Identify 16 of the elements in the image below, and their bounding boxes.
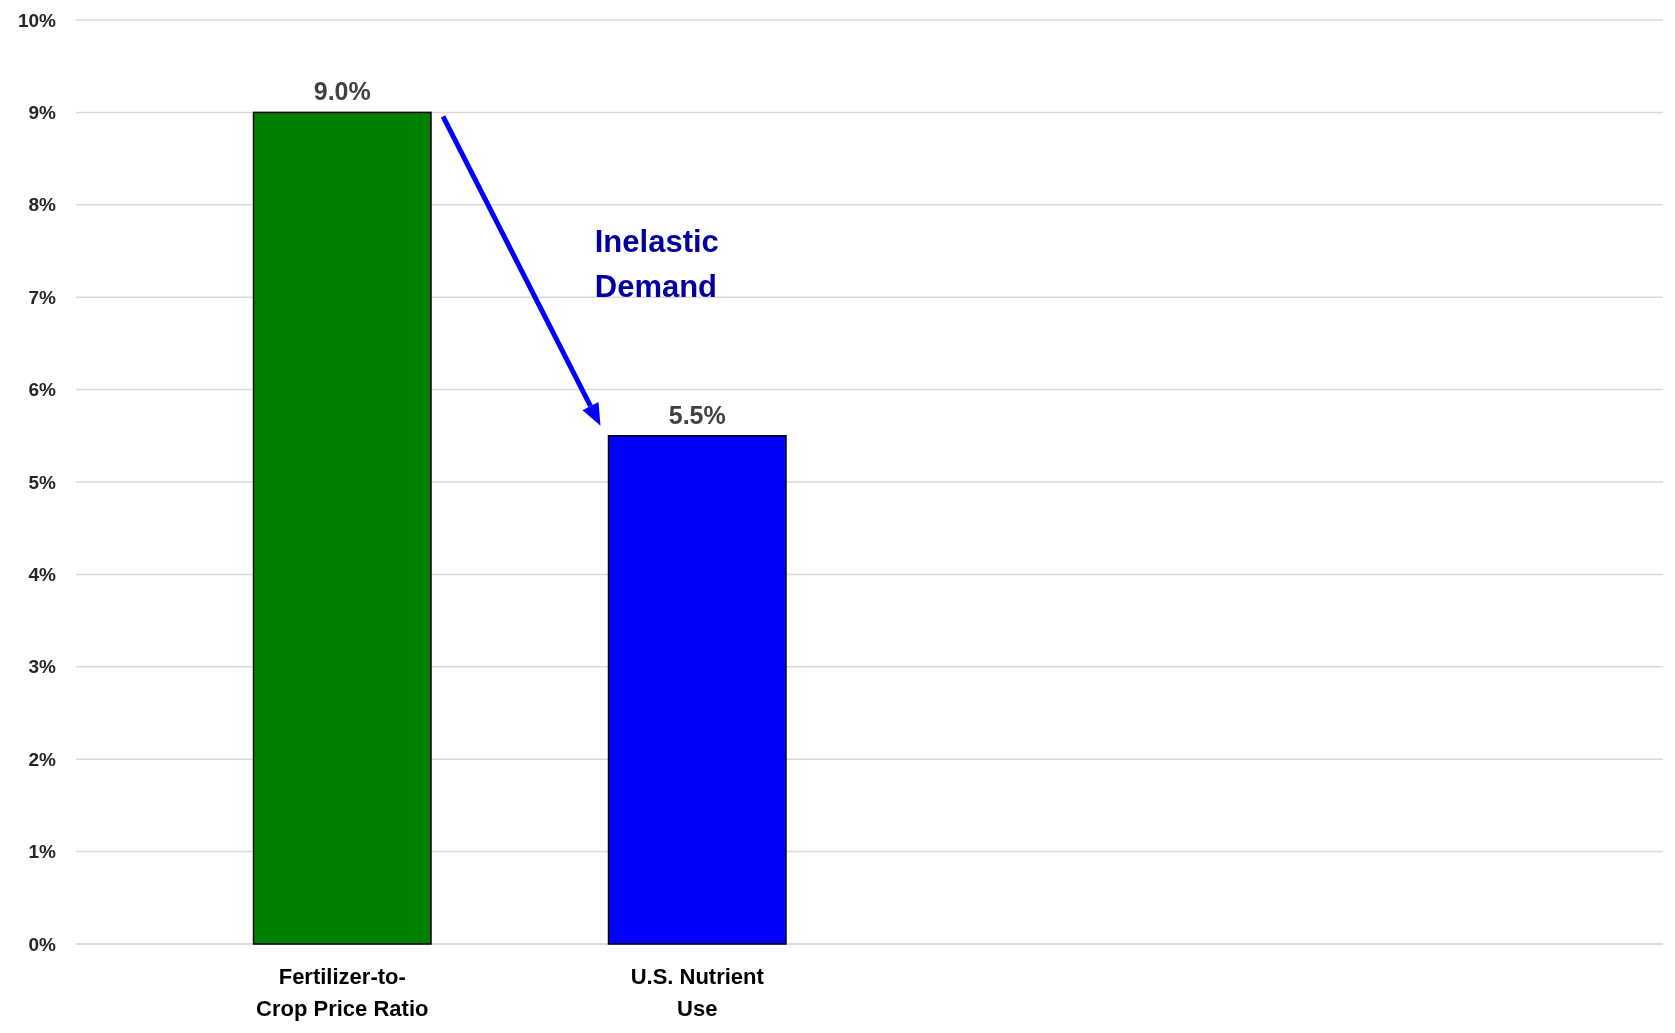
annotation: Inelastic Demand [594, 224, 719, 304]
x-tick-label: Fertilizer-to- Crop Price Ratio [256, 964, 429, 1021]
data-label: 5.5% [668, 400, 726, 429]
x-tick-label: U.S. Nutrient Use [630, 964, 765, 1021]
y-tick-label: 2% [28, 748, 57, 770]
y-tick-label: 0% [28, 933, 57, 955]
y-tick-label: 6% [28, 379, 57, 401]
y-tick-label: 8% [28, 194, 57, 216]
y-tick-label: 4% [28, 564, 57, 586]
y-tick-label: 7% [28, 286, 57, 308]
data-label: 9.0% [313, 77, 371, 106]
y-tick-label: 9% [28, 102, 57, 124]
y-tick-label: 5% [28, 471, 57, 493]
y-tick-label: 3% [28, 656, 57, 678]
y-tick-label: 1% [28, 841, 57, 863]
y-tick-label: 10% [17, 9, 57, 31]
